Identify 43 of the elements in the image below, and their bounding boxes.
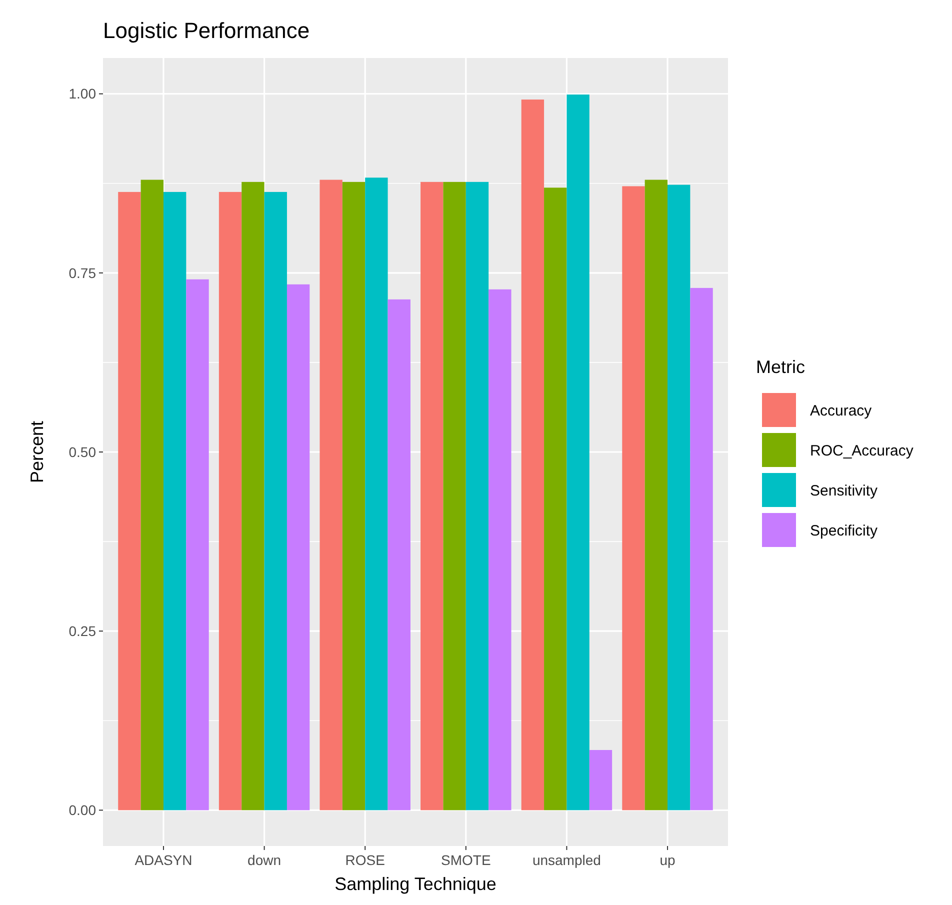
bar: [342, 182, 366, 810]
bar: [566, 94, 590, 810]
legend-label: ROC_Accuracy: [810, 442, 914, 460]
x-tick-label: ADASYN: [134, 852, 192, 868]
x-tick-label: ROSE: [345, 852, 385, 868]
bar: [622, 186, 645, 810]
bar: [320, 180, 342, 810]
legend-label: Accuracy: [810, 402, 872, 420]
legend-label: Specificity: [810, 522, 878, 540]
bar: [365, 178, 388, 810]
x-tick-label: down: [248, 852, 282, 868]
bar: [118, 192, 141, 810]
bar: [544, 188, 567, 810]
bar: [388, 299, 410, 810]
bar: [521, 100, 544, 810]
bar: [186, 279, 209, 810]
chart-title: Logistic Performance: [103, 18, 310, 43]
bar: [690, 288, 713, 810]
x-tick-label: unsampled: [532, 852, 601, 868]
bar: [668, 184, 690, 810]
y-axis-title: Percent: [27, 420, 47, 484]
y-tick-label: 0.25: [68, 622, 96, 639]
x-axis-title: Sampling Technique: [334, 874, 496, 894]
bar: [443, 182, 466, 810]
bar: [644, 180, 668, 810]
bar: [218, 192, 242, 810]
bar: [488, 289, 512, 810]
y-tick-label: 0.75: [68, 264, 96, 281]
y-tick-label: 1.00: [68, 86, 96, 102]
bar: [589, 750, 612, 810]
bar: [163, 192, 186, 810]
legend-label: Sensitivity: [810, 482, 878, 500]
bar: [466, 182, 489, 810]
legend-title: Metric: [756, 357, 805, 377]
bar: [420, 182, 444, 810]
x-tick-label: SMOTE: [441, 852, 491, 868]
bar: [286, 284, 310, 810]
bar: [242, 182, 264, 810]
bar: [264, 192, 287, 810]
x-tick-label: up: [660, 852, 676, 868]
y-tick-label: 0.00: [68, 802, 96, 818]
y-tick-label: 0.50: [68, 444, 96, 460]
bar: [140, 180, 164, 810]
